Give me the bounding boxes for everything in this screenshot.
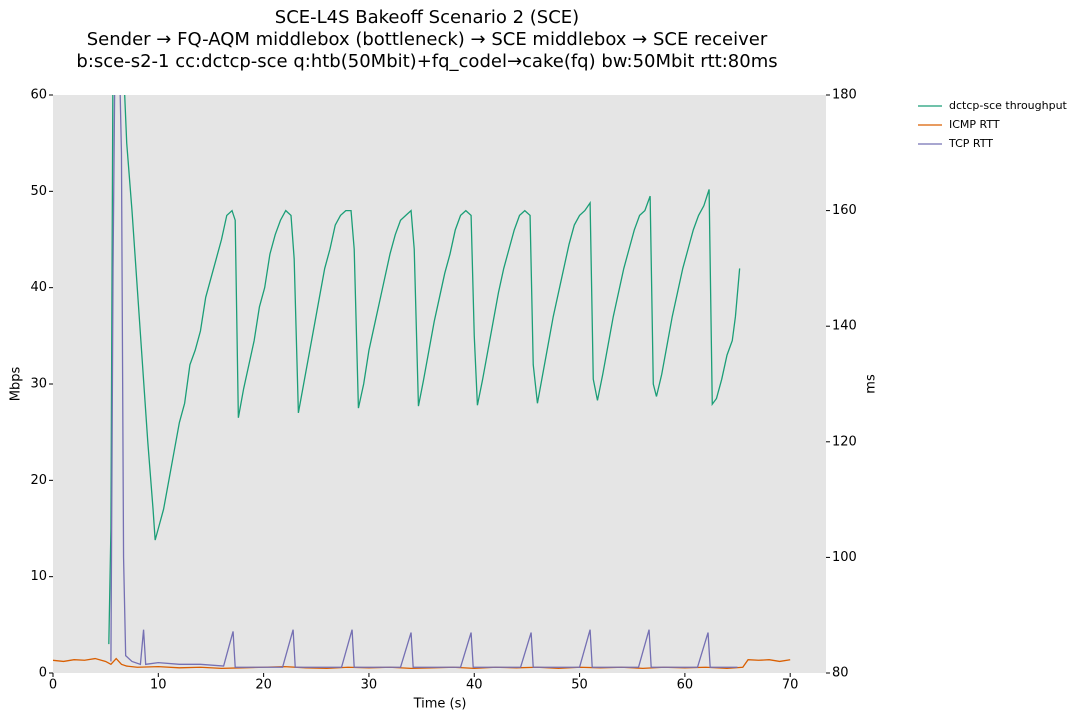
y2-tick-label: 180 xyxy=(832,88,857,103)
y-tick-label: 10 xyxy=(30,569,47,584)
y2-tick-label: 160 xyxy=(832,203,857,218)
x-axis-label: Time (s) xyxy=(413,697,467,712)
series-line xyxy=(110,95,738,668)
x-tick-label: 20 xyxy=(255,678,272,693)
y-tick-label: 50 xyxy=(30,184,47,199)
chart-title: b:sce-s2-1 cc:dctcp-sce q:htb(50Mbit)+fq… xyxy=(76,51,777,72)
x-tick-label: 70 xyxy=(782,678,799,693)
y2-tick-label: 80 xyxy=(832,666,849,681)
x-tick-label: 0 xyxy=(49,678,57,693)
series-line xyxy=(108,95,741,645)
y-tick-label: 40 xyxy=(30,280,47,295)
y-tick-label: 30 xyxy=(30,377,47,392)
y2-tick-label: 120 xyxy=(832,434,857,449)
x-tick-label: 30 xyxy=(361,678,378,693)
y2-tick-label: 140 xyxy=(832,319,857,334)
x-tick-label: 60 xyxy=(677,678,694,693)
legend-label: ICMP RTT xyxy=(949,118,1000,131)
plot-area xyxy=(53,95,791,670)
chart-title: Sender → FQ-AQM middlebox (bottleneck) →… xyxy=(87,29,768,50)
legend-label: dctcp-sce throughput xyxy=(949,99,1068,112)
y-tick-label: 0 xyxy=(39,666,47,681)
x-tick-label: 10 xyxy=(150,678,167,693)
y2-tick-label: 100 xyxy=(832,550,857,565)
chart-title: SCE-L4S Bakeoff Scenario 2 (SCE) xyxy=(275,7,579,28)
plot-background xyxy=(53,95,826,673)
x-tick-label: 40 xyxy=(466,678,483,693)
y-tick-label: 60 xyxy=(30,88,47,103)
y-tick-label: 20 xyxy=(30,473,47,488)
y2-axis-label: ms xyxy=(864,374,879,394)
y-axis-label: Mbps xyxy=(9,367,24,402)
x-tick-label: 50 xyxy=(571,678,588,693)
legend-label: TCP RTT xyxy=(948,137,993,150)
